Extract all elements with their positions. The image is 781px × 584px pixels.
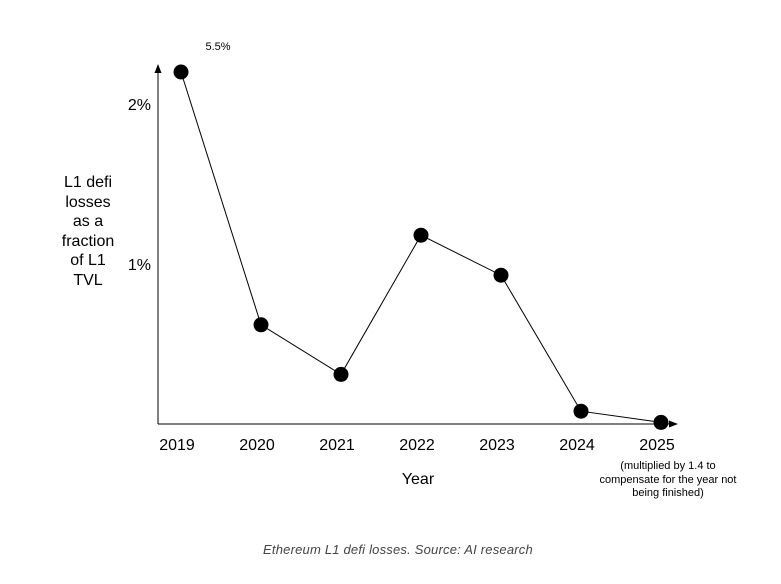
- y-tick-label: 2%: [128, 97, 151, 114]
- data-series: [173, 64, 669, 430]
- data-point: [173, 64, 189, 80]
- x-tick-label: 2019: [159, 437, 195, 454]
- footnote-2025: (multiplied by 1.4 to compensate for the…: [599, 460, 737, 499]
- data-labels: 5.5%: [205, 41, 230, 53]
- data-point: [333, 366, 349, 382]
- x-tick-label: 2023: [479, 437, 515, 454]
- data-point: [253, 317, 269, 333]
- x-tick-label: 2024: [559, 437, 595, 454]
- y-axis-title: L1 defi losses as a fraction of L1 TVL: [61, 174, 115, 289]
- data-label: 5.5%: [205, 41, 230, 53]
- series-line: [180, 71, 662, 423]
- data-point: [653, 414, 669, 430]
- x-axis-arrow: [669, 420, 678, 428]
- figure-caption: Ethereum L1 defi losses. Source: AI rese…: [263, 542, 533, 557]
- x-tick-labels: 2019 2020 2021 2022 2023 2024 2025: [159, 437, 675, 454]
- y-tick-labels: 1% 2%: [128, 97, 151, 274]
- data-point: [493, 267, 509, 283]
- y-axis-arrow: [154, 64, 162, 73]
- data-point: [573, 403, 589, 419]
- x-axis-title: Year: [401, 471, 435, 488]
- x-tick-label: 2020: [239, 437, 275, 454]
- chart-axes: [154, 64, 678, 428]
- x-tick-label: 2021: [319, 437, 355, 454]
- x-tick-label: 2025: [639, 437, 675, 454]
- y-tick-label: 1%: [128, 257, 151, 274]
- x-tick-label: 2022: [399, 437, 435, 454]
- data-point: [413, 227, 429, 243]
